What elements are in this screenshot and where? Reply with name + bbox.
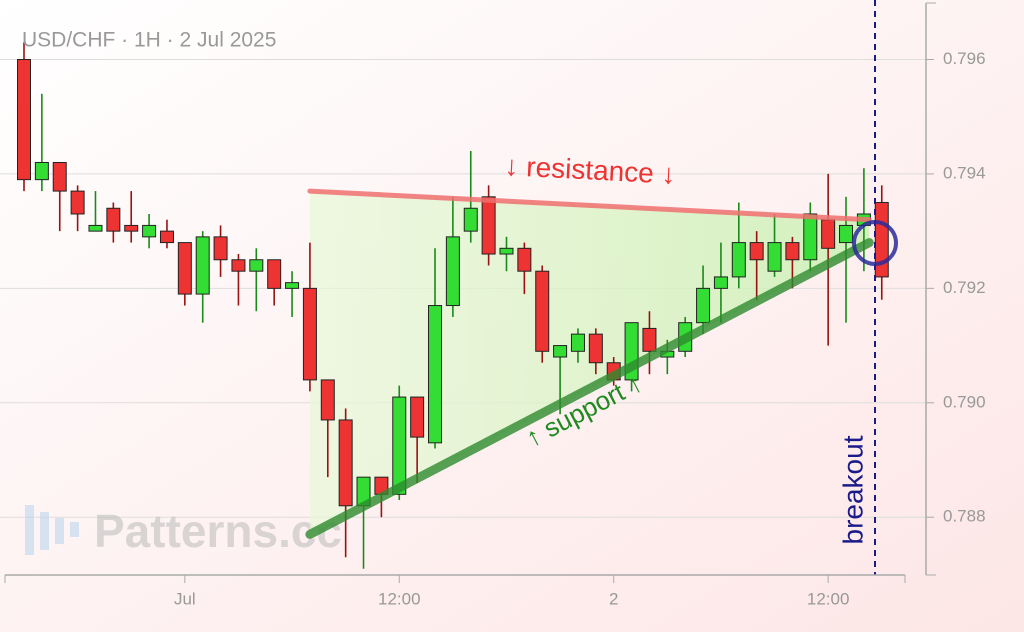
candle-body bbox=[17, 59, 31, 181]
candle-body bbox=[481, 196, 496, 255]
candle-body bbox=[106, 207, 121, 232]
candle-body bbox=[302, 287, 317, 381]
candle-body bbox=[821, 219, 836, 249]
resistance-line bbox=[307, 188, 872, 223]
candle-body bbox=[88, 224, 103, 232]
candle-body bbox=[445, 236, 460, 307]
support-line bbox=[305, 238, 874, 539]
watermark-text: Patterns.cc bbox=[94, 505, 342, 557]
candle-body bbox=[749, 242, 764, 261]
candle-body bbox=[803, 213, 818, 261]
watermark: Patterns.cc bbox=[25, 505, 342, 557]
candle-body bbox=[177, 242, 192, 295]
candle-body bbox=[52, 161, 67, 192]
candle-body bbox=[320, 379, 335, 421]
candle-body bbox=[785, 242, 800, 261]
candle-body bbox=[713, 276, 728, 289]
candle-body bbox=[213, 236, 228, 261]
candle-body bbox=[142, 224, 157, 238]
candle-body bbox=[428, 305, 443, 444]
candle-body bbox=[588, 333, 603, 364]
candle-body bbox=[338, 419, 353, 507]
candle-body bbox=[124, 224, 139, 232]
candle-body bbox=[195, 236, 210, 295]
candle-body bbox=[463, 207, 478, 232]
candle-body bbox=[696, 287, 711, 324]
breakout-circle bbox=[852, 220, 898, 266]
candle-body bbox=[159, 230, 174, 244]
candle-body bbox=[535, 270, 550, 352]
candle-body bbox=[553, 345, 568, 358]
x-tick-label: Jul bbox=[174, 589, 196, 608]
candle-body bbox=[642, 327, 657, 352]
candle-body bbox=[517, 247, 532, 272]
y-tick-label: 0.792 bbox=[943, 278, 986, 297]
breakout-label: breakout bbox=[837, 435, 868, 544]
candle-body bbox=[392, 396, 407, 495]
y-tick-label: 0.794 bbox=[943, 163, 986, 182]
x-tick-label: 12:00 bbox=[807, 589, 850, 608]
candle-body bbox=[767, 242, 782, 272]
candle-body bbox=[34, 161, 49, 181]
candle-body bbox=[839, 224, 854, 244]
chart-title: USD/CHF · 1H · 2 Jul 2025 bbox=[22, 29, 276, 52]
candle-body bbox=[231, 259, 246, 272]
candle-body bbox=[731, 242, 746, 278]
candle-body bbox=[499, 247, 514, 255]
y-tick-label: 0.788 bbox=[943, 507, 986, 526]
candle-body bbox=[285, 282, 300, 289]
candle-body bbox=[70, 190, 85, 215]
y-tick-label: 0.790 bbox=[943, 392, 986, 411]
candle-body bbox=[249, 259, 264, 272]
x-tick-label: 12:00 bbox=[378, 589, 421, 608]
x-tick-label: 2 bbox=[609, 589, 618, 608]
candle-body bbox=[267, 259, 282, 289]
candle-body bbox=[570, 333, 585, 352]
candle-body bbox=[410, 396, 425, 438]
y-tick-label: 0.796 bbox=[943, 49, 986, 68]
